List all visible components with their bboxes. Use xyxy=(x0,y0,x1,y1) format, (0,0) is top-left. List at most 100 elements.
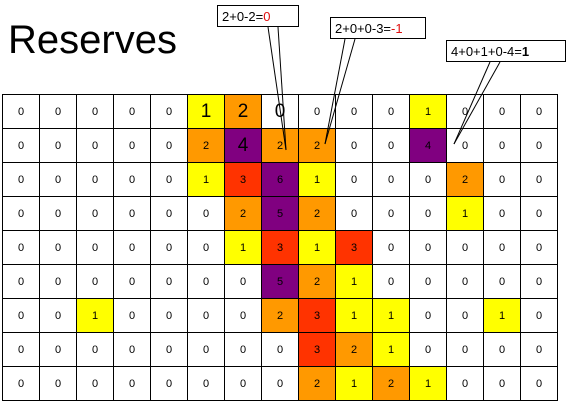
grid-cell: 0 xyxy=(113,162,151,197)
grid-cell: 0 xyxy=(372,230,410,265)
grid-cell: 0 xyxy=(261,94,299,129)
grid-cell: 0 xyxy=(520,298,558,333)
grid-cell: 1 xyxy=(298,230,336,265)
grid-cell: 0 xyxy=(446,332,484,367)
grid-cell: 0 xyxy=(520,332,558,367)
grid-cell: 0 xyxy=(150,230,188,265)
grid-cell: 1 xyxy=(187,162,225,197)
grid-cell: 0 xyxy=(409,332,447,367)
grid-cell: 0 xyxy=(483,128,521,163)
grid-cell: 0 xyxy=(409,162,447,197)
grid-cell: 0 xyxy=(113,94,151,129)
callout-box: 2+0-2=0 xyxy=(217,5,299,27)
grid-cell: 0 xyxy=(150,94,188,129)
grid-cell: 0 xyxy=(187,264,225,299)
grid-cell: 0 xyxy=(372,264,410,299)
grid-cell: 0 xyxy=(150,332,188,367)
grid-cell: 0 xyxy=(261,332,299,367)
grid-cell: 0 xyxy=(520,230,558,265)
grid-cell: 0 xyxy=(520,162,558,197)
grid-cell: 1 xyxy=(483,298,521,333)
grid-cell: 3 xyxy=(298,298,336,333)
grid-cell: 0 xyxy=(150,366,188,401)
grid-cell: 0 xyxy=(520,366,558,401)
page-title: Reserves xyxy=(8,18,177,62)
callout-result: 1 xyxy=(521,44,530,59)
grid-cell: 0 xyxy=(2,366,40,401)
grid-cell: 0 xyxy=(113,366,151,401)
grid-cell: 0 xyxy=(409,230,447,265)
grid-cell: 0 xyxy=(2,230,40,265)
grid-cell: 0 xyxy=(335,94,373,129)
grid-cell: 0 xyxy=(520,128,558,163)
grid-cell: 0 xyxy=(224,366,262,401)
grid-cell: 0 xyxy=(335,128,373,163)
grid-cell: 0 xyxy=(409,298,447,333)
grid-cell: 0 xyxy=(2,298,40,333)
grid-cell: 0 xyxy=(224,298,262,333)
grid-cell: 0 xyxy=(2,162,40,197)
grid-cell: 0 xyxy=(446,230,484,265)
grid-cell: 2 xyxy=(187,128,225,163)
grid-cell: 0 xyxy=(150,128,188,163)
grid-cell: 0 xyxy=(39,332,77,367)
grid-cell: 1 xyxy=(187,94,225,129)
grid-cell: 0 xyxy=(113,128,151,163)
grid-cell: 5 xyxy=(261,196,299,231)
grid-cell: 0 xyxy=(446,94,484,129)
grid-cell: 1 xyxy=(409,94,447,129)
grid-cell: 0 xyxy=(76,162,114,197)
grid-cell: 0 xyxy=(150,298,188,333)
grid-cell: 0 xyxy=(76,128,114,163)
grid-cell: 3 xyxy=(224,162,262,197)
grid-cell: 0 xyxy=(113,264,151,299)
callout-result: 0 xyxy=(263,9,271,24)
grid-cell: 5 xyxy=(261,264,299,299)
grid-cell: 0 xyxy=(372,94,410,129)
grid-cell: 0 xyxy=(150,196,188,231)
grid-cell: 1 xyxy=(335,264,373,299)
grid-cell: 0 xyxy=(483,230,521,265)
grid-cell: 2 xyxy=(261,128,299,163)
grid-cell: 0 xyxy=(372,162,410,197)
grid-cell: 0 xyxy=(187,230,225,265)
grid-cell: 0 xyxy=(483,366,521,401)
grid-cell: 1 xyxy=(224,230,262,265)
grid-cell: 0 xyxy=(372,128,410,163)
grid-cell: 0 xyxy=(76,230,114,265)
grid-cell: 0 xyxy=(187,332,225,367)
grid-cell: 0 xyxy=(76,94,114,129)
callout-box: 2+0+0-3=-1 xyxy=(330,17,426,39)
grid-cell: 0 xyxy=(150,264,188,299)
grid-cell: 0 xyxy=(39,298,77,333)
grid-cell: 4 xyxy=(409,128,447,163)
grid-cell: 1 xyxy=(372,332,410,367)
grid-cell: 0 xyxy=(113,196,151,231)
grid-cell: 0 xyxy=(113,332,151,367)
grid-cell: 2 xyxy=(298,264,336,299)
grid-cell: 0 xyxy=(224,332,262,367)
grid-cell: 3 xyxy=(261,230,299,265)
grid-cell: 2 xyxy=(224,94,262,129)
grid-cell: 0 xyxy=(298,94,336,129)
grid-cell: 2 xyxy=(335,332,373,367)
grid-cell: 2 xyxy=(298,366,336,401)
grid-cell: 1 xyxy=(298,162,336,197)
grid-cell: 0 xyxy=(187,298,225,333)
grid-cell: 0 xyxy=(483,332,521,367)
grid-cell: 0 xyxy=(520,94,558,129)
grid-cell: 1 xyxy=(335,366,373,401)
grid-cell: 3 xyxy=(335,230,373,265)
callout-result: -1 xyxy=(391,21,403,36)
grid-cell: 0 xyxy=(446,298,484,333)
grid-cell: 0 xyxy=(520,196,558,231)
grid-cell: 0 xyxy=(76,366,114,401)
grid-cell: 6 xyxy=(261,162,299,197)
